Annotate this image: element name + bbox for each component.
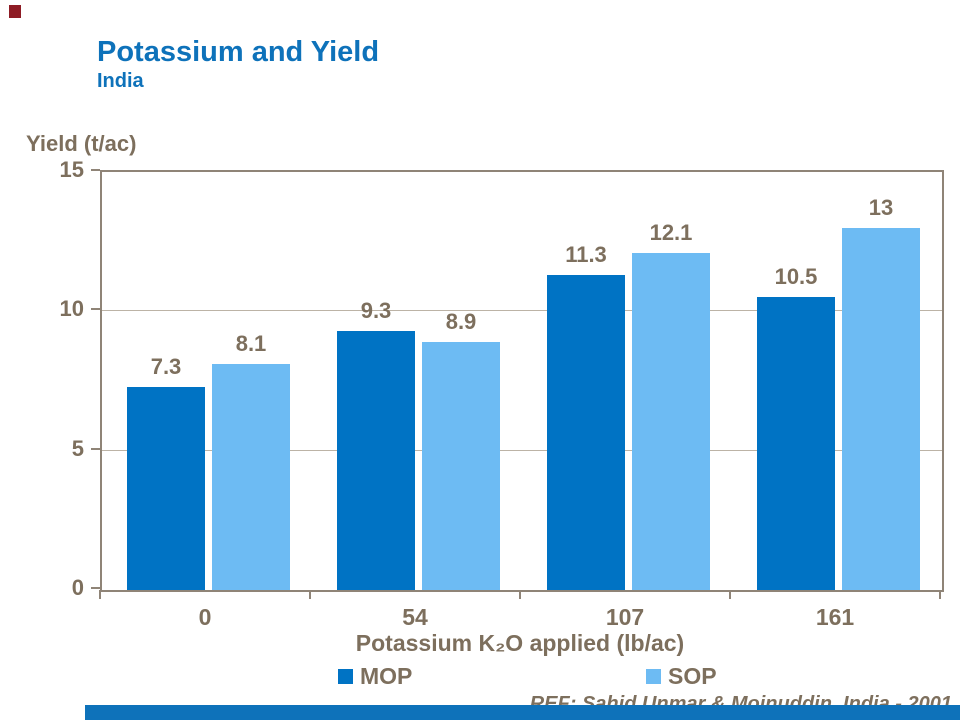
x-tick-mark-1 (309, 590, 311, 599)
y-tick-mark-10 (91, 308, 100, 311)
plot-area: 7.3 9.3 11.3 10.5 8.1 8.9 12.1 13 (100, 170, 944, 592)
bar-sop-54 (422, 342, 500, 590)
bar-value-sop-107: 12.1 (649, 219, 693, 245)
legend-label-mop: MOP (360, 663, 413, 689)
bar-mop-0 (127, 386, 205, 590)
bar-sop-0 (212, 364, 290, 590)
bar-mop-54 (337, 330, 415, 590)
bar-mop-107 (547, 275, 625, 590)
bar-value-mop-0: 7.3 (150, 353, 182, 379)
bottom-accent-band (85, 705, 960, 720)
bar-value-sop-0: 8.1 (235, 331, 267, 357)
bar-value-sop-161: 13 (868, 194, 894, 220)
y-tick-label-10: 10 (59, 296, 84, 322)
bar-sop-107 (632, 252, 710, 590)
x-category-label-54: 54 (402, 604, 428, 630)
x-axis-title: Potassium K₂O applied (lb/ac) (355, 630, 685, 656)
y-tick-mark-5 (91, 447, 100, 450)
x-tick-mark-0 (99, 590, 101, 599)
x-category-label-161: 161 (815, 604, 855, 630)
bar-sop-161 (842, 227, 920, 590)
slide-subtitle: India (97, 70, 144, 92)
gridline-10 (102, 310, 942, 312)
corner-accent-square (9, 5, 21, 18)
legend-label-sop: SOP (668, 663, 717, 689)
gridline-5 (102, 449, 942, 451)
y-tick-mark-15 (91, 169, 100, 171)
x-tick-mark-4 (939, 590, 941, 599)
bar-value-sop-54: 8.9 (445, 309, 477, 334)
x-tick-mark-3 (729, 590, 731, 599)
y-tick-label-0: 0 (71, 575, 84, 600)
y-tick-label-5: 5 (71, 435, 84, 461)
bar-value-mop-54: 9.3 (360, 297, 392, 323)
sop-swatch-icon (646, 669, 661, 684)
bar-value-mop-161: 10.5 (774, 264, 818, 290)
legend-item-mop: MOP (338, 663, 412, 690)
bar-mop-161 (757, 297, 835, 590)
bar-value-mop-107: 11.3 (565, 242, 607, 268)
legend-item-sop: SOP (646, 663, 717, 690)
y-tick-mark-0 (91, 587, 100, 589)
slide-title: Potassium and Yield (97, 36, 380, 68)
x-category-label-0: 0 (198, 604, 212, 630)
y-axis-title: Yield (t/ac) (26, 131, 137, 156)
mop-swatch-icon (338, 669, 353, 684)
y-tick-label-15: 15 (59, 157, 84, 182)
x-tick-mark-2 (519, 590, 521, 599)
x-category-label-107: 107 (605, 604, 645, 630)
